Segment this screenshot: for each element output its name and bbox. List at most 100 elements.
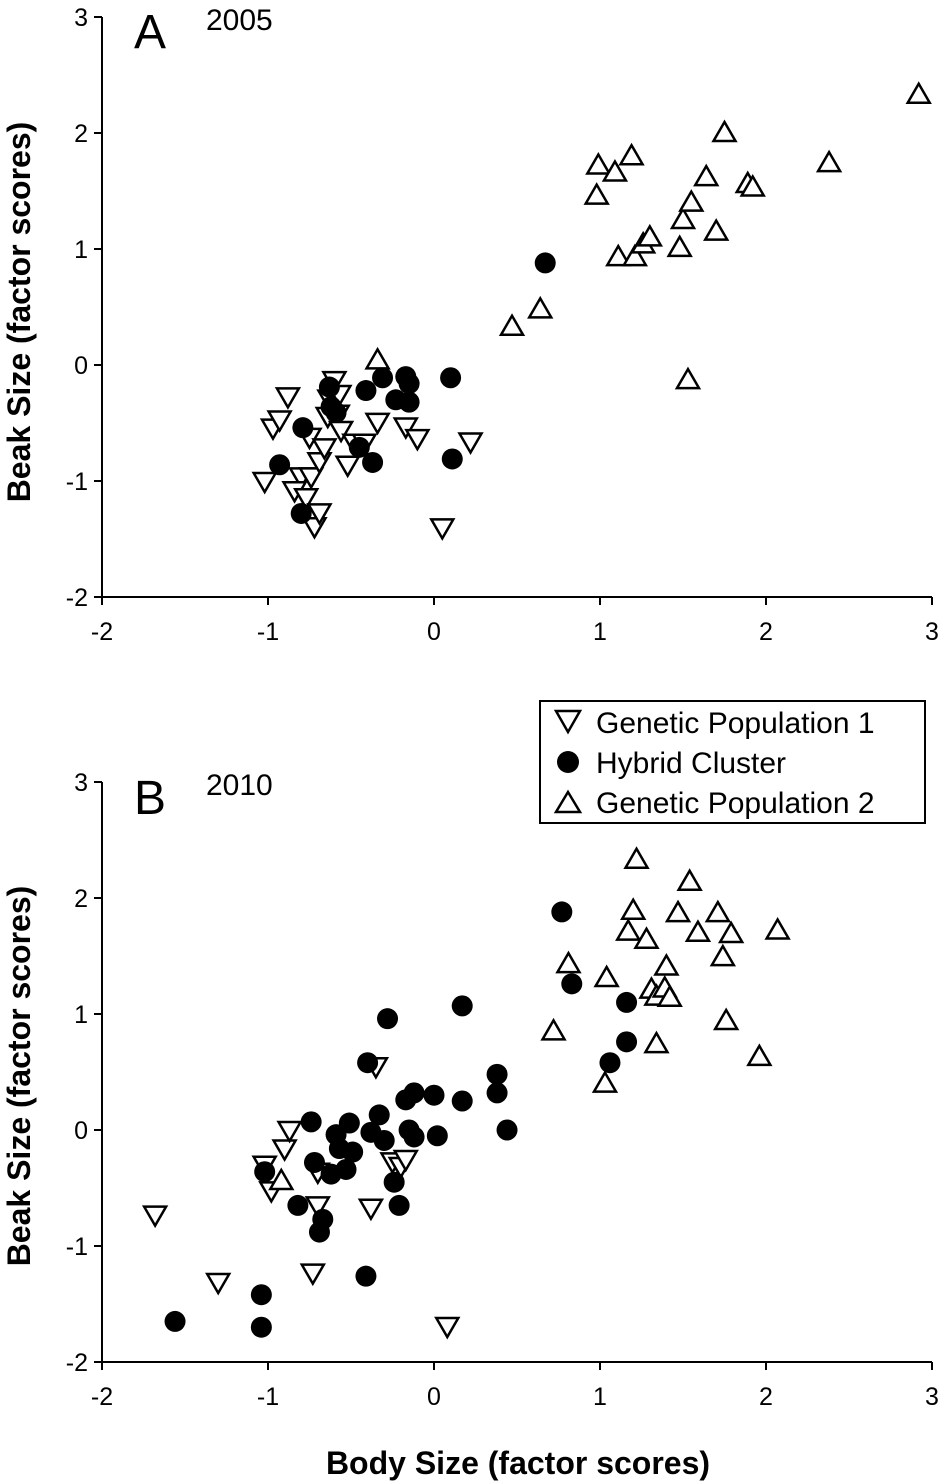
data-point-pop2: [709, 943, 737, 967]
panel-a-x-tick-label: -1: [257, 618, 279, 646]
data-point-pop2: [703, 218, 730, 241]
data-point-pop2: [739, 174, 766, 197]
data-point-pop1: [392, 1149, 419, 1173]
panel-b-axes: -2 -1 0 1 2 3 -2 -1 0 1 2 3: [66, 769, 939, 1411]
data-point-hybrid: [403, 1082, 425, 1104]
data-point-pop2: [364, 346, 391, 370]
data-point-pop1: [141, 1205, 169, 1229]
legend-triangle-up-icon: [553, 789, 583, 814]
data-point-hybrid: [355, 1265, 377, 1287]
data-point-hybrid: [561, 973, 583, 995]
data-point-pop2: [656, 984, 683, 1008]
data-point-pop2: [717, 920, 745, 944]
panel-a-y-tick-label: 2: [74, 120, 88, 148]
panel-b-y-axis-title: Beak Size (factor scores): [1, 886, 37, 1267]
data-point-pop1: [306, 503, 333, 526]
panel-b-x-axis-title: Body Size (factor scores): [326, 1445, 710, 1481]
data-point-pop2: [615, 918, 642, 941]
panel-a: A 2005 Beak Size (factor scores) -2 -1 0 1 2…: [1, 4, 939, 646]
data-point-pop1: [434, 1316, 461, 1340]
panel-b-y-tick-label: -2: [66, 1349, 88, 1377]
panel-b-x-tick-label: 3: [925, 1383, 939, 1411]
data-point-hybrid: [486, 1082, 508, 1104]
data-point-pop2: [711, 119, 738, 143]
data-point-hybrid: [342, 1141, 364, 1163]
data-point-pop1: [251, 471, 278, 495]
panel-b-letter: B: [134, 772, 166, 825]
data-point-pop2: [633, 926, 660, 950]
panel-a-x-tick-label: 1: [593, 618, 607, 646]
panel-b-x-tick-label: -2: [91, 1383, 113, 1411]
data-point-pop1: [357, 1198, 385, 1222]
legend-label-pop1: Genetic Population 1: [596, 707, 875, 740]
data-point-hybrid: [398, 373, 420, 395]
data-point-pop1: [311, 438, 338, 461]
data-point-hybrid: [377, 1008, 399, 1030]
data-point-hybrid: [599, 1052, 621, 1074]
data-point-pop2: [618, 142, 645, 166]
legend-circle-icon: [557, 751, 579, 773]
panel-a-y-tick-label: -1: [66, 468, 88, 496]
data-point-hybrid: [383, 1171, 405, 1193]
data-point-hybrid: [403, 1126, 425, 1148]
panel-a-y-tick-label: 3: [74, 4, 88, 32]
data-point-hybrid: [441, 448, 463, 470]
data-point-pop2: [693, 163, 720, 187]
panel-a-x-tick-label: 3: [925, 618, 939, 646]
data-point-pop1: [334, 455, 361, 479]
panel-a-y-tick-label: 1: [74, 236, 88, 264]
panel-a-x-tick-label: 0: [427, 618, 441, 646]
data-point-hybrid: [486, 1063, 508, 1085]
data-point-pop2: [605, 243, 632, 267]
legend-triangle-down-icon: [553, 709, 583, 735]
data-point-pop2: [583, 182, 610, 205]
data-point-pop1: [304, 1196, 331, 1219]
panel-a-x-tick-label: -2: [91, 618, 113, 646]
panel-b-x-tick-label: 1: [593, 1383, 607, 1411]
panel-a-y-tick-label: -2: [66, 584, 88, 612]
data-point-pop1: [266, 410, 293, 434]
legend-box: [539, 700, 926, 824]
data-point-pop1: [271, 1139, 298, 1163]
data-point-hybrid: [551, 901, 573, 923]
panel-b-points: [141, 846, 791, 1340]
data-point-hybrid: [300, 1111, 322, 1133]
data-point-hybrid: [348, 436, 370, 458]
panel-b-x-tick-label: -1: [257, 1383, 279, 1411]
data-point-pop2: [712, 1007, 740, 1031]
data-point-hybrid: [426, 1125, 448, 1147]
panel-b-y-tick-label: 1: [74, 1001, 88, 1029]
data-point-pop1: [276, 1120, 303, 1144]
panel-a-y-axis-title: Beak Size (factor scores): [1, 122, 37, 503]
data-point-hybrid: [254, 1161, 276, 1183]
data-point-pop2: [905, 81, 932, 104]
panel-b: B 2010 Beak Size (factor scores) Body Si…: [1, 700, 939, 1481]
data-point-hybrid: [355, 380, 377, 402]
panel-a-axes: -2 -1 0 1 2 3 -2 -1 0 1 2 3: [66, 4, 939, 646]
legend-label-hybrid: Hybrid Cluster: [596, 747, 786, 780]
data-point-pop1: [327, 420, 355, 444]
data-point-hybrid: [423, 1084, 445, 1106]
data-point-hybrid: [616, 991, 638, 1013]
data-point-pop1: [457, 432, 484, 456]
data-point-pop1: [392, 417, 419, 440]
data-point-hybrid: [398, 391, 420, 413]
data-point-hybrid: [290, 502, 312, 524]
data-point-pop2: [674, 366, 702, 390]
data-point-pop2: [593, 964, 620, 988]
data-point-hybrid: [534, 252, 556, 274]
data-point-hybrid: [496, 1119, 518, 1141]
data-point-pop2: [669, 206, 697, 230]
legend-label-pop2: Genetic Population 2: [596, 787, 875, 820]
panel-b-y-tick-label: 0: [74, 1117, 88, 1145]
data-point-pop2: [666, 234, 693, 258]
data-point-pop2: [746, 1043, 773, 1067]
panel-b-y-tick-label: 2: [74, 885, 88, 913]
data-point-pop2: [591, 1070, 619, 1093]
data-point-pop2: [815, 149, 843, 173]
data-point-hybrid: [373, 1129, 395, 1151]
data-point-pop2: [643, 1030, 670, 1054]
data-point-pop2: [664, 899, 692, 923]
data-point-pop1: [205, 1272, 232, 1296]
data-point-pop2: [555, 950, 582, 974]
